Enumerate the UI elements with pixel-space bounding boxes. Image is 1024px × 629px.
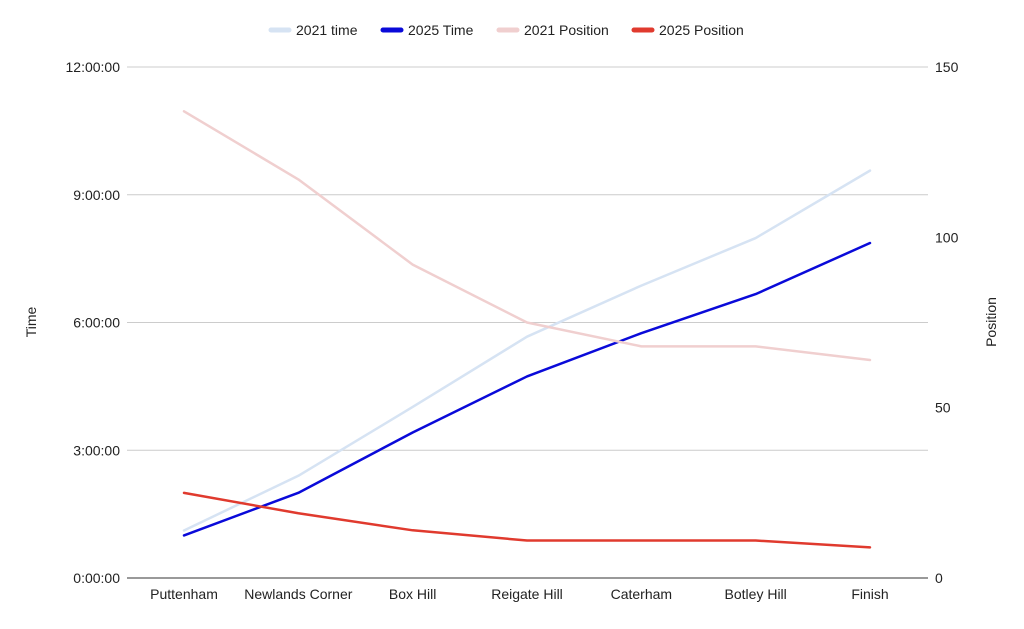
x-tick-label: Newlands Corner xyxy=(244,586,352,602)
right-y-tick-label: 0 xyxy=(935,570,943,586)
right-y-axis-ticks: 0 50 100 150 xyxy=(935,59,959,586)
series-line-2021-position xyxy=(182,110,872,362)
legend-label: 2025 Time xyxy=(408,22,474,38)
legend-label: 2021 Position xyxy=(524,22,609,38)
x-tick-label: Caterham xyxy=(611,586,672,602)
left-y-tick-label: 6:00:00 xyxy=(73,315,120,331)
right-axis-title: Position xyxy=(983,297,999,347)
series-line-2021-time xyxy=(182,169,872,532)
x-tick-label: Puttenham xyxy=(150,586,218,602)
left-axis-title: Time xyxy=(23,306,39,337)
legend-item: 2025 Position xyxy=(631,22,744,38)
x-tick-label: Box Hill xyxy=(389,586,436,602)
series-line-2025-position xyxy=(182,491,872,549)
left-y-axis-ticks: 0:00:00 3:00:00 6:00:00 9:00:00 12:00:00 xyxy=(66,59,121,586)
legend-item: 2025 Time xyxy=(380,22,474,38)
series-lines xyxy=(182,110,872,549)
left-y-tick-label: 0:00:00 xyxy=(73,570,120,586)
series-line-2025-time xyxy=(182,241,872,537)
left-y-tick-label: 9:00:00 xyxy=(73,187,120,203)
legend-label: 2025 Position xyxy=(659,22,744,38)
right-y-tick-label: 150 xyxy=(935,59,959,75)
left-y-tick-label: 3:00:00 xyxy=(73,442,120,458)
legend-item: 2021 time xyxy=(268,22,358,38)
x-axis-ticks: Puttenham Newlands Corner Box Hill Reigate … xyxy=(150,586,889,602)
right-y-tick-label: 50 xyxy=(935,400,951,416)
legend-label: 2021 time xyxy=(296,22,358,38)
legend: 2021 time 2025 Time 2021 Position 2025 Posi… xyxy=(268,22,744,38)
left-y-tick-label: 12:00:00 xyxy=(66,59,121,75)
right-y-tick-label: 100 xyxy=(935,229,959,245)
x-tick-label: Reigate Hill xyxy=(491,586,563,602)
x-tick-label: Botley Hill xyxy=(725,586,787,602)
x-tick-label: Finish xyxy=(851,586,888,602)
legend-item: 2021 Position xyxy=(496,22,609,38)
